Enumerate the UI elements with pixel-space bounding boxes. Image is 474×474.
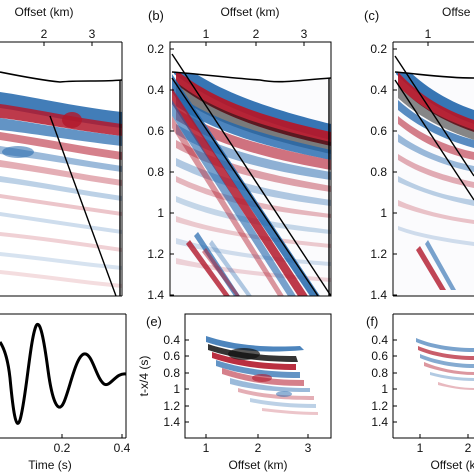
panel-c-ytick-label: 0.2	[370, 42, 387, 56]
panel-e-ytick-label: 1.2	[163, 399, 180, 413]
panel-b-yticks: 0.2 0.4 0.6 0.8 1 1.2 1.4	[147, 42, 174, 302]
panel-b-ytick-label: 1.2	[147, 247, 164, 261]
panel-b-letter: (b)	[148, 8, 164, 23]
panel-b-frame	[169, 41, 332, 297]
panel-f-xtick-label: 2	[465, 441, 472, 455]
panel-c-yticks: 0.2 0.4 0.6 0.8 1 1.2 1.4	[370, 42, 397, 302]
panel-b-xlabel: Offset (km)	[220, 5, 279, 19]
panel-a-xtick-label: 2	[41, 27, 48, 41]
panel-e-letter: (e)	[146, 314, 162, 329]
panel-d-xtick-label: 0.2	[54, 441, 71, 455]
panel-a-seismic-image	[0, 66, 122, 296]
panel-e-ylabel: t-x/4 (s)	[137, 356, 151, 397]
panel-f-ytick-label: 0.4	[371, 333, 388, 347]
panel-c-ytick-label: 0.4	[370, 83, 387, 97]
panel-c-letter: (c)	[364, 8, 379, 23]
panel-b-seismic-image	[170, 42, 331, 296]
panel-e-xticks: 1 2 3	[203, 434, 312, 455]
panel-e-xtick-label: 2	[255, 441, 262, 455]
panel-b-ytick-label: 1.4	[147, 288, 164, 302]
panel-b-xtick-label: 3	[301, 27, 308, 41]
panel-f-xtick-label: 1	[417, 441, 424, 455]
panel-c-xtick-label: 1	[425, 27, 432, 41]
panel-c-ytick-label: 1.4	[370, 288, 387, 302]
panel-e: (e) t-x/4 (s) 0.4 0.6 0.8 1 1.2 1.4 1 2 …	[137, 313, 332, 472]
panel-f-xlabel: Offset (km)	[430, 458, 474, 472]
panel-f-ytick-label: 1.2	[371, 399, 388, 413]
panel-c-seismic-image	[393, 42, 474, 296]
panel-e-ytick-label: 0.4	[163, 333, 180, 347]
panel-d-xtick-label: 0.4	[114, 441, 131, 455]
panel-a-xlabel: Offset (km)	[14, 5, 73, 19]
panel-e-yticks: 0.4 0.6 0.8 1 1.2 1.4	[163, 333, 189, 429]
panel-d-xlabel: Time (s)	[28, 458, 72, 472]
panel-c-ytick-label: 0.6	[370, 124, 387, 138]
panel-f-xticks: 1 2	[417, 434, 472, 455]
panel-f-ytick-label: 0.8	[371, 366, 388, 380]
panel-f-ytick-label: 1	[381, 382, 388, 396]
panel-b-xtick-label: 1	[203, 27, 210, 41]
panel-e-xtick-label: 3	[305, 441, 312, 455]
panel-b-ytick-label: 1	[157, 206, 164, 220]
panel-f-ytick-label: 1.4	[371, 415, 388, 429]
panel-f-letter: (f)	[366, 314, 378, 329]
panel-c-ytick-label: 1	[380, 206, 387, 220]
panel-e-ytick-label: 1	[173, 382, 180, 396]
panel-f-ytick-label: 0.6	[371, 349, 388, 363]
panel-b-xtick-label: 2	[253, 27, 260, 41]
panel-e-ytick-label: 0.8	[163, 366, 180, 380]
panel-a-xtick-label: 3	[89, 27, 96, 41]
panel-c-xlabel: Offse	[442, 5, 471, 19]
panel-c-ytick-label: 1.2	[370, 247, 387, 261]
panel-b-ytick-label: 0.6	[147, 124, 164, 138]
panel-e-xlabel: Offset (km)	[228, 458, 287, 472]
panel-e-seismic-image	[185, 314, 331, 438]
panel-a: 2 3 Offset (km)	[0, 5, 123, 297]
panel-f-yticks: 0.4 0.6 0.8 1 1.2 1.4	[371, 333, 397, 429]
panel-d: 0.2 0.4 Time (s)	[0, 313, 131, 472]
panel-d-wavelet-line	[0, 322, 127, 425]
panel-e-ytick-label: 1.4	[163, 415, 180, 429]
panel-e-xtick-label: 1	[203, 441, 210, 455]
panel-b-xticks: 1 2 3	[203, 27, 308, 46]
panel-b-ytick-label: 0.4	[147, 83, 164, 97]
panel-c-ytick-label: 0.8	[370, 165, 387, 179]
panel-b-ytick-label: 0.8	[147, 165, 164, 179]
panel-b-ytick-label: 0.2	[147, 42, 164, 56]
panel-f: (f) 0.4 0.6 0.8 1 1.2 1.4 1 2 Offset (km…	[366, 313, 474, 472]
panel-f-seismic-image	[393, 314, 474, 438]
panel-c: (c) Offse 1 0.2 0.4 0.6 0.8 1 1.2 1.4	[364, 5, 474, 302]
panel-b: (b) Offset (km) 1 2 3 0.2 0.4 0.6 0.8 1 …	[147, 5, 332, 302]
panel-e-ytick-label: 0.6	[163, 349, 180, 363]
